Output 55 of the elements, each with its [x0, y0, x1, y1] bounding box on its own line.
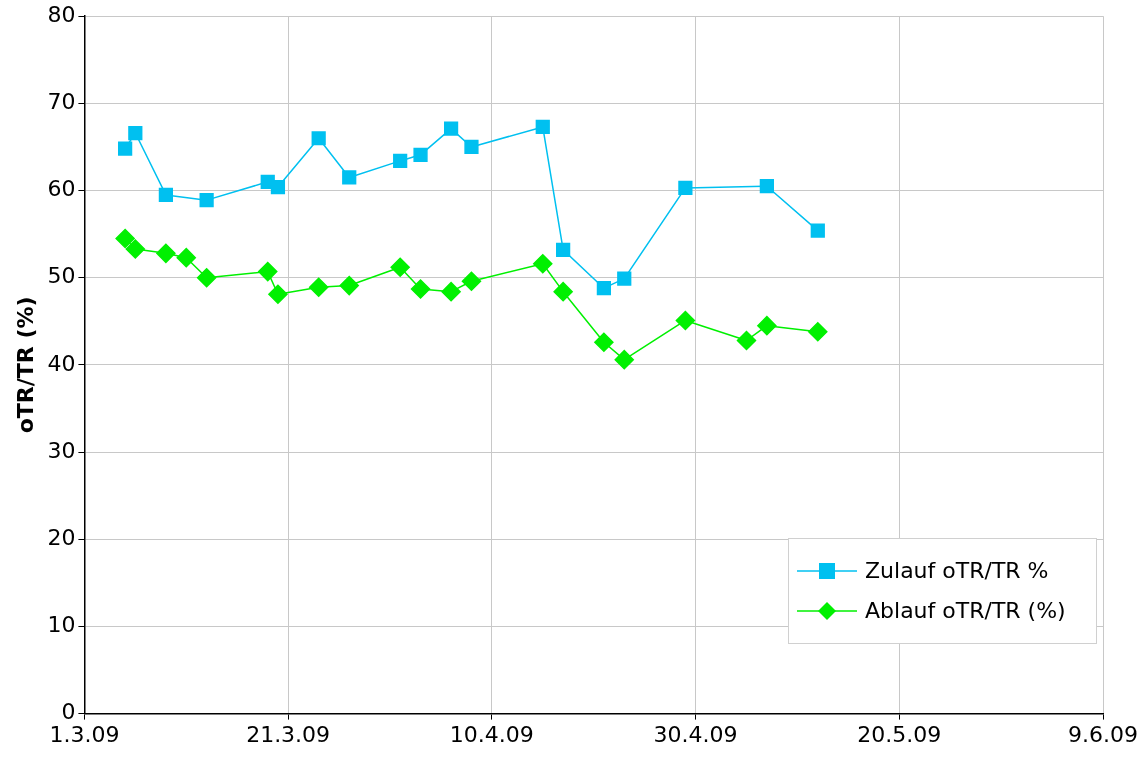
x-tick-label: 9.6.09 [1068, 721, 1138, 747]
y-tick-label: 20 [47, 524, 76, 550]
point [118, 141, 133, 156]
x-tick-label: 30.4.09 [653, 721, 738, 747]
point [342, 170, 357, 185]
point [757, 315, 777, 336]
point [441, 281, 461, 302]
point [736, 330, 757, 351]
point [176, 247, 197, 268]
point [125, 239, 146, 259]
y-tick-label: 80 [47, 1, 76, 27]
legend-label: Ablauf oTR/TR (%) [865, 598, 1066, 624]
point [759, 179, 774, 194]
point [533, 254, 553, 274]
point [413, 147, 428, 162]
x-tick-label: 21.3.09 [246, 721, 331, 747]
point [311, 131, 326, 146]
point [810, 223, 825, 238]
point [594, 332, 614, 352]
point [308, 277, 329, 298]
point [339, 275, 359, 296]
point [390, 257, 410, 278]
point [196, 267, 217, 288]
point [614, 349, 635, 370]
point [535, 119, 550, 135]
point [257, 261, 278, 282]
y-tick-label: 70 [47, 89, 76, 115]
point [617, 271, 632, 286]
y-tick-label: 60 [47, 176, 76, 202]
point [270, 179, 286, 195]
point [443, 121, 459, 136]
x-tick-label: 10.4.09 [449, 721, 534, 747]
x-tick-label: 20.5.09 [857, 721, 942, 747]
point [675, 310, 696, 331]
point [596, 281, 611, 296]
point [461, 271, 482, 291]
point [128, 125, 143, 141]
point [115, 228, 135, 249]
point [156, 243, 176, 264]
point [158, 187, 173, 203]
y-tick-label: 50 [47, 263, 76, 289]
point [556, 242, 571, 257]
point [808, 322, 828, 342]
point [268, 284, 288, 305]
point [553, 281, 573, 302]
y-tick-label: 10 [47, 612, 76, 638]
point [410, 279, 431, 299]
point [464, 139, 479, 155]
point [678, 180, 693, 196]
y-axis-title: oTR/TR (%) [12, 296, 38, 434]
legend-label: Zulauf oTR/TR % [865, 558, 1049, 584]
point [199, 193, 214, 208]
y-tick-label: 30 [47, 437, 76, 463]
y-tick-label: 40 [47, 350, 76, 376]
point [393, 153, 408, 169]
